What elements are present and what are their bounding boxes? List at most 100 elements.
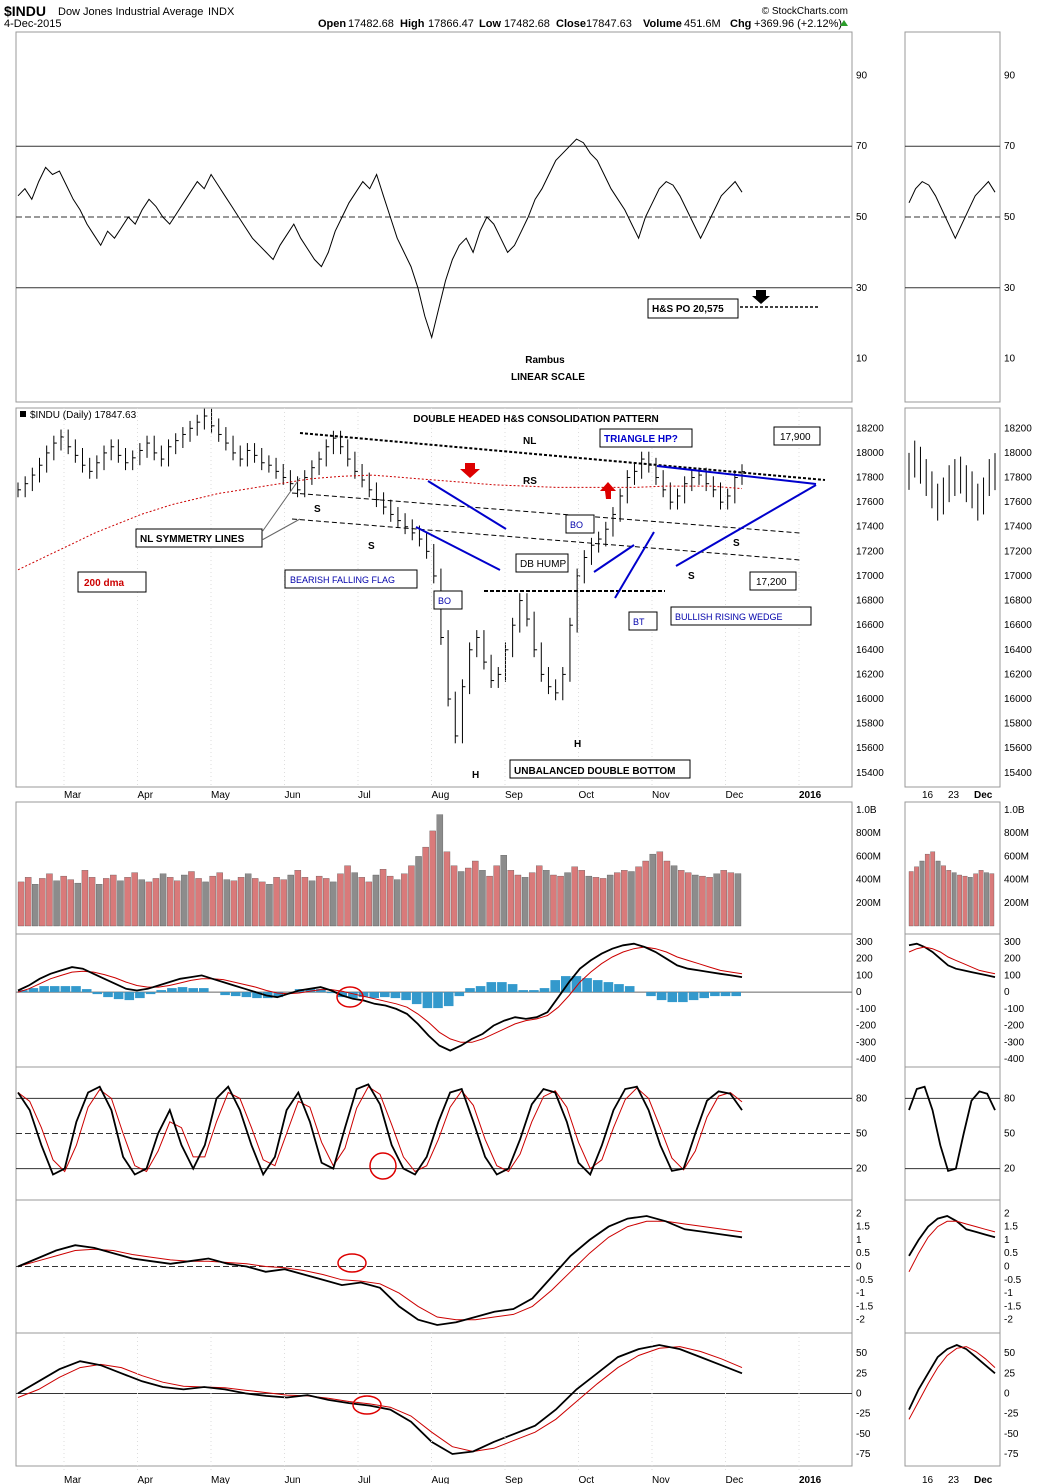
macd-histogram-bar <box>518 990 528 993</box>
flag-lower-line <box>415 526 501 571</box>
close-label: Close <box>556 18 586 30</box>
volume-bar <box>401 873 408 927</box>
y-tick-label-right: 15600 <box>1004 743 1032 754</box>
volume-bar <box>138 879 145 927</box>
x-tick-label: Aug <box>432 1475 450 1484</box>
volume-bar <box>585 875 593 927</box>
volume-bar <box>713 873 720 927</box>
volume-bar <box>209 875 216 927</box>
y-tick-label: 16200 <box>856 669 884 680</box>
high-value: 17866.47 <box>428 18 474 30</box>
nl-label: NL <box>523 436 536 447</box>
close-value: 17847.63 <box>586 18 632 30</box>
macd-histogram-bar <box>624 986 635 993</box>
macd-histogram-bar <box>326 992 337 994</box>
open-label: Open <box>318 18 346 30</box>
volume-bar <box>145 881 153 927</box>
macd-histogram-bar <box>614 984 624 993</box>
y-tick-label: 70 <box>856 141 868 152</box>
y-tick-label: 25 <box>856 1368 868 1379</box>
y-tick-label-right: -75 <box>1004 1449 1019 1460</box>
macd-histogram-bar <box>582 978 592 993</box>
y-tick-label: -50 <box>856 1429 871 1440</box>
ppo-signal-line <box>17 1220 743 1321</box>
macd-histogram-bar <box>199 988 209 993</box>
y-tick-label: 1.5 <box>856 1222 870 1233</box>
x-tick-label-right: 23 <box>948 790 960 801</box>
y-tick-label: 300 <box>856 937 873 948</box>
volume-bar <box>621 870 628 927</box>
volume-bar <box>578 870 585 927</box>
volume-bar-right <box>984 872 989 927</box>
macd-histogram-bar <box>358 992 369 998</box>
macd-histogram-bar <box>667 992 678 1003</box>
y-tick-label-right: 16800 <box>1004 596 1032 607</box>
y-tick-label-right: 15800 <box>1004 719 1032 730</box>
chg-label: Chg <box>730 18 751 30</box>
macd-histogram-bar <box>49 986 60 993</box>
macd-histogram-bar <box>656 992 667 1001</box>
volume-bar <box>706 877 713 927</box>
macd-histogram-bar <box>678 992 688 1003</box>
y-tick-label-right: 800M <box>1004 828 1029 839</box>
volume-bar <box>244 873 252 927</box>
y-tick-label-right: 16000 <box>1004 694 1032 705</box>
y-tick-label-right: 30 <box>1004 283 1016 294</box>
open-value: 17482.68 <box>348 18 394 30</box>
volume-bar <box>564 872 571 927</box>
volume-bar <box>81 870 89 927</box>
macd-histogram-bar <box>39 986 49 993</box>
macd-histogram-bar <box>380 992 390 998</box>
x-tick-label: Oct <box>579 1475 595 1484</box>
volume-bar <box>536 865 543 927</box>
volume-bar <box>486 875 493 927</box>
macd-histogram-bar <box>145 992 156 995</box>
db-hump-box <box>515 553 569 573</box>
macd-histogram-bar <box>433 992 443 1009</box>
y-tick-label-right: -50 <box>1004 1429 1019 1440</box>
macd-histogram-bar <box>177 987 188 993</box>
volume-bar <box>110 874 117 927</box>
volume-bar <box>528 872 536 927</box>
volume-bar <box>372 874 380 927</box>
macd-histogram-bar <box>124 992 135 1001</box>
y-tick-label: -400 <box>856 1054 876 1065</box>
triangle-box <box>599 428 693 448</box>
volume-bar <box>465 867 472 927</box>
volume-bar-right <box>973 873 979 927</box>
y-tick-label-right: 17000 <box>1004 571 1032 582</box>
y-tick-label: -200 <box>856 1021 876 1032</box>
low-label: Low <box>479 18 501 30</box>
y-tick-label: -0.5 <box>856 1275 874 1286</box>
y-tick-label: 16800 <box>856 596 884 607</box>
volume-bar <box>103 878 110 927</box>
y-tick-label-right: 100 <box>1004 970 1021 981</box>
y-tick-label-right: 10 <box>1004 354 1016 365</box>
price-legend: $INDU (Daily) 17847.63 <box>30 410 137 421</box>
rsi-line <box>17 138 743 340</box>
volume-bar <box>287 874 294 927</box>
down-arrow-icon <box>752 290 770 304</box>
macd-histogram-bar <box>92 992 103 995</box>
volume-bar <box>17 881 25 927</box>
volume-bar <box>351 872 358 927</box>
macd-histogram-bar <box>454 992 465 997</box>
volume-bar <box>117 880 124 927</box>
x-tick-label: 2016 <box>799 1475 822 1484</box>
volume-bar <box>628 871 635 927</box>
y-tick-label-right: 200 <box>1004 954 1021 965</box>
symbol-name: Dow Jones Industrial Average <box>58 6 203 18</box>
y-tick-label-right: -2 <box>1004 1315 1013 1326</box>
macd-circle <box>336 986 364 1008</box>
osc-signal-line <box>17 1346 743 1453</box>
macd-line <box>17 942 743 1052</box>
macd-signal-line <box>17 946 743 1043</box>
y-tick-label-right: 0 <box>1004 1388 1010 1399</box>
x-tick-label: May <box>211 790 230 801</box>
volume-bar <box>606 874 614 927</box>
nl-symmetry-label: NL SYMMETRY LINES <box>140 534 245 545</box>
volume-bar <box>131 872 138 927</box>
h-label-1: H <box>472 770 479 781</box>
bt-box <box>628 611 658 631</box>
y-tick-label: -300 <box>856 1037 876 1048</box>
